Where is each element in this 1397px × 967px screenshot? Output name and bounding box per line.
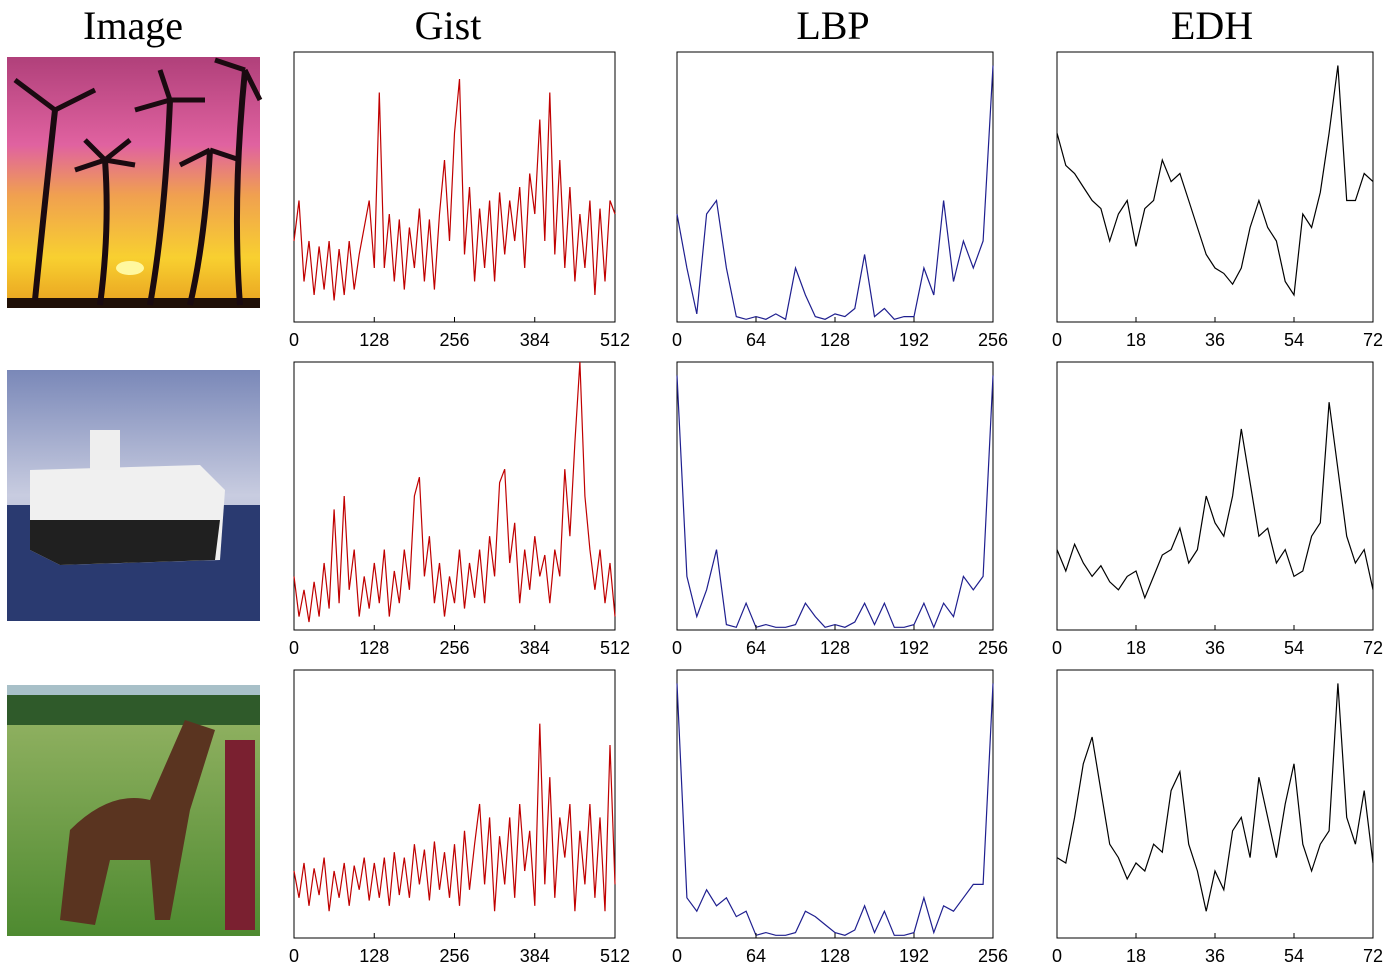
data-line: [293, 723, 616, 912]
x-tick-label: 128: [820, 946, 850, 966]
data-line: [1056, 65, 1374, 297]
x-tick-label: 54: [1284, 330, 1304, 350]
x-tick-label: 0: [672, 638, 682, 658]
data-line: [293, 361, 616, 623]
data-line: [676, 375, 994, 629]
column-title: Gist: [415, 3, 482, 48]
x-tick-label: 72: [1363, 946, 1383, 966]
x-tick-label: 0: [289, 638, 299, 658]
plot-frame: [676, 669, 994, 939]
x-tick-label: 256: [978, 330, 1008, 350]
x-tick-label: 0: [289, 946, 299, 966]
x-tick-label: 54: [1284, 946, 1304, 966]
data-line: [293, 78, 616, 301]
x-tick-label: 128: [359, 330, 389, 350]
x-tick-label: 256: [978, 946, 1008, 966]
x-tick-label: 256: [439, 946, 469, 966]
x-tick-label: 0: [1052, 638, 1062, 658]
x-tick-label: 18: [1126, 946, 1146, 966]
llama-image: [7, 685, 260, 936]
x-tick-label: 384: [520, 946, 550, 966]
x-tick-label: 64: [746, 946, 766, 966]
x-tick-label: 128: [820, 330, 850, 350]
plot-frame: [1056, 51, 1374, 323]
x-tick-label: 18: [1126, 638, 1146, 658]
x-tick-label: 36: [1205, 946, 1225, 966]
x-tick-label: 512: [600, 946, 630, 966]
x-tick-label: 64: [746, 330, 766, 350]
x-tick-label: 384: [520, 330, 550, 350]
x-tick-label: 36: [1205, 638, 1225, 658]
ferry-image: [7, 370, 260, 621]
column-title: LBP: [796, 3, 869, 48]
x-tick-label: 128: [359, 946, 389, 966]
x-tick-label: 256: [439, 638, 469, 658]
x-tick-label: 0: [672, 330, 682, 350]
plot-frame: [293, 669, 616, 939]
plot-frame: [1056, 669, 1374, 939]
x-tick-label: 512: [600, 638, 630, 658]
column-title: EDH: [1171, 3, 1253, 48]
x-tick-label: 192: [899, 330, 929, 350]
x-tick-label: 0: [289, 330, 299, 350]
x-tick-label: 0: [1052, 946, 1062, 966]
x-tick-label: 36: [1205, 330, 1225, 350]
x-tick-label: 54: [1284, 638, 1304, 658]
x-tick-label: 128: [359, 638, 389, 658]
sunset-image: [7, 57, 263, 308]
x-tick-label: 72: [1363, 638, 1383, 658]
x-tick-label: 72: [1363, 330, 1383, 350]
data-line: [676, 683, 994, 937]
x-tick-label: 0: [672, 946, 682, 966]
x-tick-label: 512: [600, 330, 630, 350]
x-tick-label: 256: [978, 638, 1008, 658]
x-tick-label: 128: [820, 638, 850, 658]
x-tick-label: 0: [1052, 330, 1062, 350]
x-tick-label: 256: [439, 330, 469, 350]
plot-frame: [676, 51, 994, 323]
x-tick-label: 384: [520, 638, 550, 658]
x-tick-label: 192: [899, 638, 929, 658]
data-line: [1056, 402, 1374, 600]
plot-frame: [676, 361, 994, 631]
x-tick-label: 18: [1126, 330, 1146, 350]
x-tick-label: 192: [899, 946, 929, 966]
data-line: [676, 65, 994, 321]
plot-frame: [1056, 361, 1374, 631]
data-line: [1056, 683, 1374, 912]
x-tick-label: 64: [746, 638, 766, 658]
column-title: Image: [83, 3, 183, 48]
